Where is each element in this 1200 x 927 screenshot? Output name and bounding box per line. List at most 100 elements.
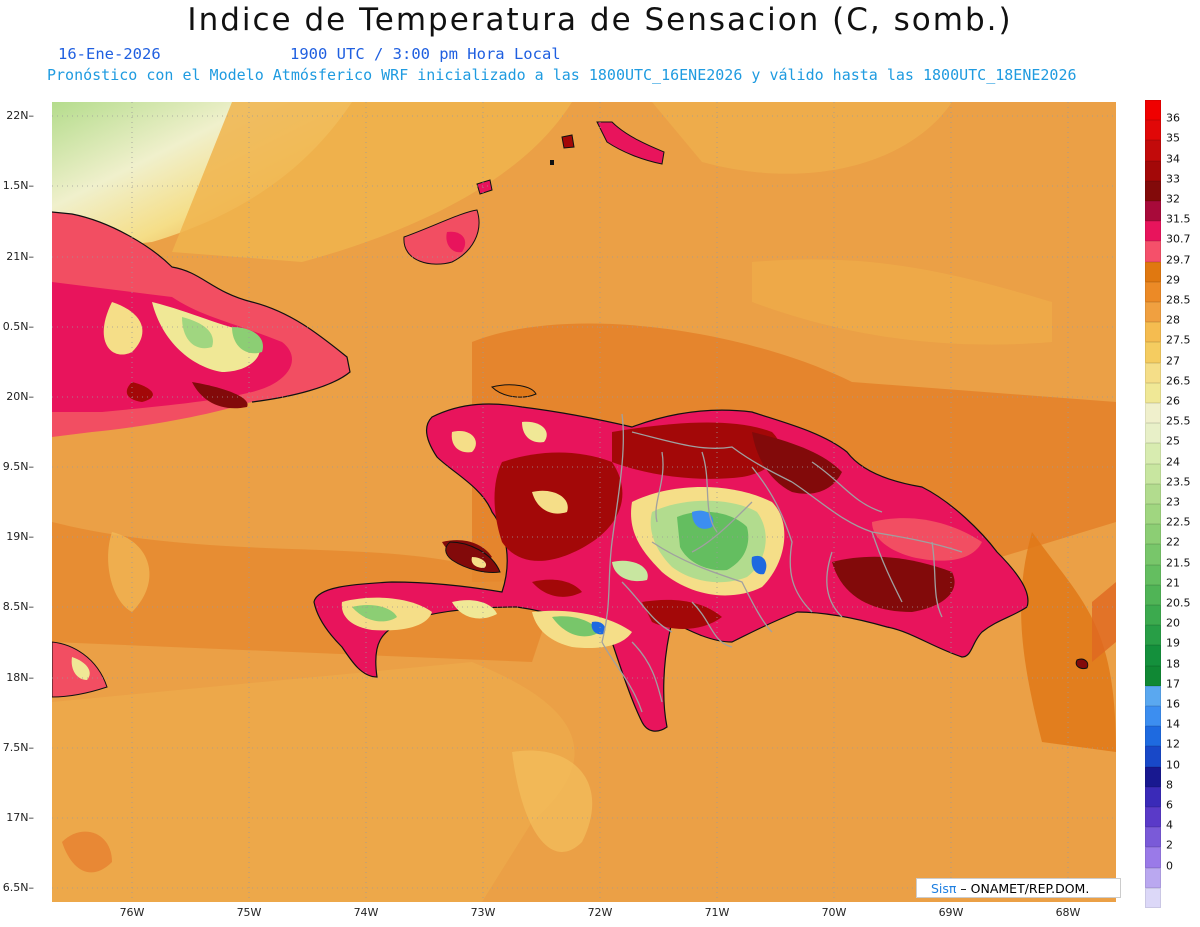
credit-text: – ONAMET/REP.DOM. bbox=[956, 881, 1090, 896]
legend-label: 17 bbox=[1166, 677, 1180, 691]
legend-swatch bbox=[1145, 281, 1161, 302]
legend-label: 12 bbox=[1166, 737, 1180, 751]
legend-swatch bbox=[1145, 786, 1161, 807]
legend-label: 2 bbox=[1166, 838, 1173, 852]
legend-swatch bbox=[1145, 160, 1161, 181]
legend-label: 14 bbox=[1166, 717, 1180, 731]
legend-label: 20.5 bbox=[1166, 596, 1191, 610]
legend-label: 10 bbox=[1166, 758, 1180, 772]
longitude-label: 68W bbox=[1055, 906, 1081, 919]
latitude-label: 18N– bbox=[6, 671, 34, 684]
legend-swatch bbox=[1145, 443, 1161, 464]
longitude-label: 69W bbox=[938, 906, 964, 919]
legend-swatch bbox=[1145, 483, 1161, 504]
legend-swatch bbox=[1145, 362, 1161, 383]
legend-swatch bbox=[1145, 726, 1161, 747]
legend-label: 23 bbox=[1166, 495, 1180, 509]
legend-label: 4 bbox=[1166, 818, 1173, 832]
legend-swatch bbox=[1145, 342, 1161, 363]
longitude-label: 73W bbox=[470, 906, 496, 919]
legend-label: 27.5 bbox=[1166, 333, 1191, 347]
longitude-label: 76W bbox=[119, 906, 145, 919]
legend-swatch bbox=[1145, 645, 1161, 666]
longitude-label: 75W bbox=[236, 906, 262, 919]
latitude-label: 6.5N– bbox=[2, 881, 34, 894]
latitude-label: 22N– bbox=[6, 109, 34, 122]
legend-swatch bbox=[1145, 221, 1161, 242]
jamaica-landmass bbox=[52, 641, 108, 698]
latitude-label: 9.5N– bbox=[2, 460, 34, 473]
latitude-label: 8.5N– bbox=[2, 600, 34, 613]
legend-swatch bbox=[1145, 322, 1161, 343]
legend-label: 26 bbox=[1166, 394, 1180, 408]
latitude-label: 21N– bbox=[6, 250, 34, 263]
legend-label: 35 bbox=[1166, 131, 1180, 145]
map-title: Indice de Temperatura de Sensacion (C, s… bbox=[187, 2, 1013, 38]
legend-swatch bbox=[1145, 564, 1161, 585]
legend-swatch bbox=[1145, 625, 1161, 646]
legend-label: 20 bbox=[1166, 616, 1180, 630]
legend-label: 29.7 bbox=[1166, 253, 1191, 267]
legend-swatch bbox=[1145, 504, 1161, 525]
legend-swatch bbox=[1145, 887, 1161, 908]
legend-label: 22 bbox=[1166, 535, 1180, 549]
legend-label: 27 bbox=[1166, 354, 1180, 368]
longitude-label: 72W bbox=[587, 906, 613, 919]
legend-label: 28.5 bbox=[1166, 293, 1191, 307]
longitude-label: 71W bbox=[704, 906, 730, 919]
legend-swatch bbox=[1145, 665, 1161, 686]
legend-swatch bbox=[1145, 544, 1161, 565]
sispi-logo: Sisπ bbox=[931, 881, 957, 896]
legend-label: 19 bbox=[1166, 636, 1180, 650]
longitude-label: 70W bbox=[821, 906, 847, 919]
legend-swatch bbox=[1145, 807, 1161, 828]
legend-swatch bbox=[1145, 524, 1161, 545]
legend-swatch bbox=[1145, 463, 1161, 484]
legend-label: 6 bbox=[1166, 798, 1173, 812]
cuba-landmass bbox=[52, 211, 351, 437]
legend-label: 31.5 bbox=[1166, 212, 1191, 226]
legend-swatch bbox=[1145, 847, 1161, 868]
legend-swatch bbox=[1145, 685, 1161, 706]
legend-label: 34 bbox=[1166, 152, 1180, 166]
credit-box: Sisπ – ONAMET/REP.DOM. bbox=[916, 878, 1121, 898]
legend-swatch bbox=[1145, 827, 1161, 848]
legend-label: 25.5 bbox=[1166, 414, 1191, 428]
legend-swatch bbox=[1145, 423, 1161, 444]
legend-swatch bbox=[1145, 746, 1161, 767]
legend-label: 29 bbox=[1166, 273, 1180, 287]
model-info: Pronóstico con el Modelo Atmósferico WRF… bbox=[47, 66, 1077, 84]
legend-label: 0 bbox=[1166, 859, 1173, 873]
legend-label: 21.5 bbox=[1166, 556, 1191, 570]
latitude-label: 7.5N– bbox=[2, 741, 34, 754]
latitude-label: 0.5N– bbox=[2, 320, 34, 333]
legend-swatch bbox=[1145, 100, 1161, 121]
legend-label: 25 bbox=[1166, 434, 1180, 448]
legend-label: 33 bbox=[1166, 172, 1180, 186]
legend-label: 26.5 bbox=[1166, 374, 1191, 388]
forecast-time: 1900 UTC / 3:00 pm Hora Local bbox=[290, 45, 561, 63]
legend-swatch bbox=[1145, 706, 1161, 727]
islands bbox=[403, 121, 1089, 669]
legend-label: 30.7 bbox=[1166, 232, 1191, 246]
latitude-label: 20N– bbox=[6, 390, 34, 403]
legend-swatch bbox=[1145, 867, 1161, 888]
legend-swatch bbox=[1145, 382, 1161, 403]
hispaniola-landmass bbox=[313, 403, 1029, 732]
legend-swatch bbox=[1145, 140, 1161, 161]
longitude-label: 74W bbox=[353, 906, 379, 919]
legend-swatch bbox=[1145, 120, 1161, 141]
legend-label: 22.5 bbox=[1166, 515, 1191, 529]
legend-label: 32 bbox=[1166, 192, 1180, 206]
legend-label: 21 bbox=[1166, 576, 1180, 590]
heat-index-map bbox=[52, 102, 1116, 902]
legend-label: 18 bbox=[1166, 657, 1180, 671]
legend-label: 24 bbox=[1166, 455, 1180, 469]
legend-swatch bbox=[1145, 766, 1161, 787]
legend-swatch bbox=[1145, 605, 1161, 626]
latitude-label: 19N– bbox=[6, 530, 34, 543]
legend-swatch bbox=[1145, 201, 1161, 222]
legend-label: 8 bbox=[1166, 778, 1173, 792]
latitude-label: 1.5N– bbox=[2, 179, 34, 192]
legend-swatch bbox=[1145, 403, 1161, 424]
